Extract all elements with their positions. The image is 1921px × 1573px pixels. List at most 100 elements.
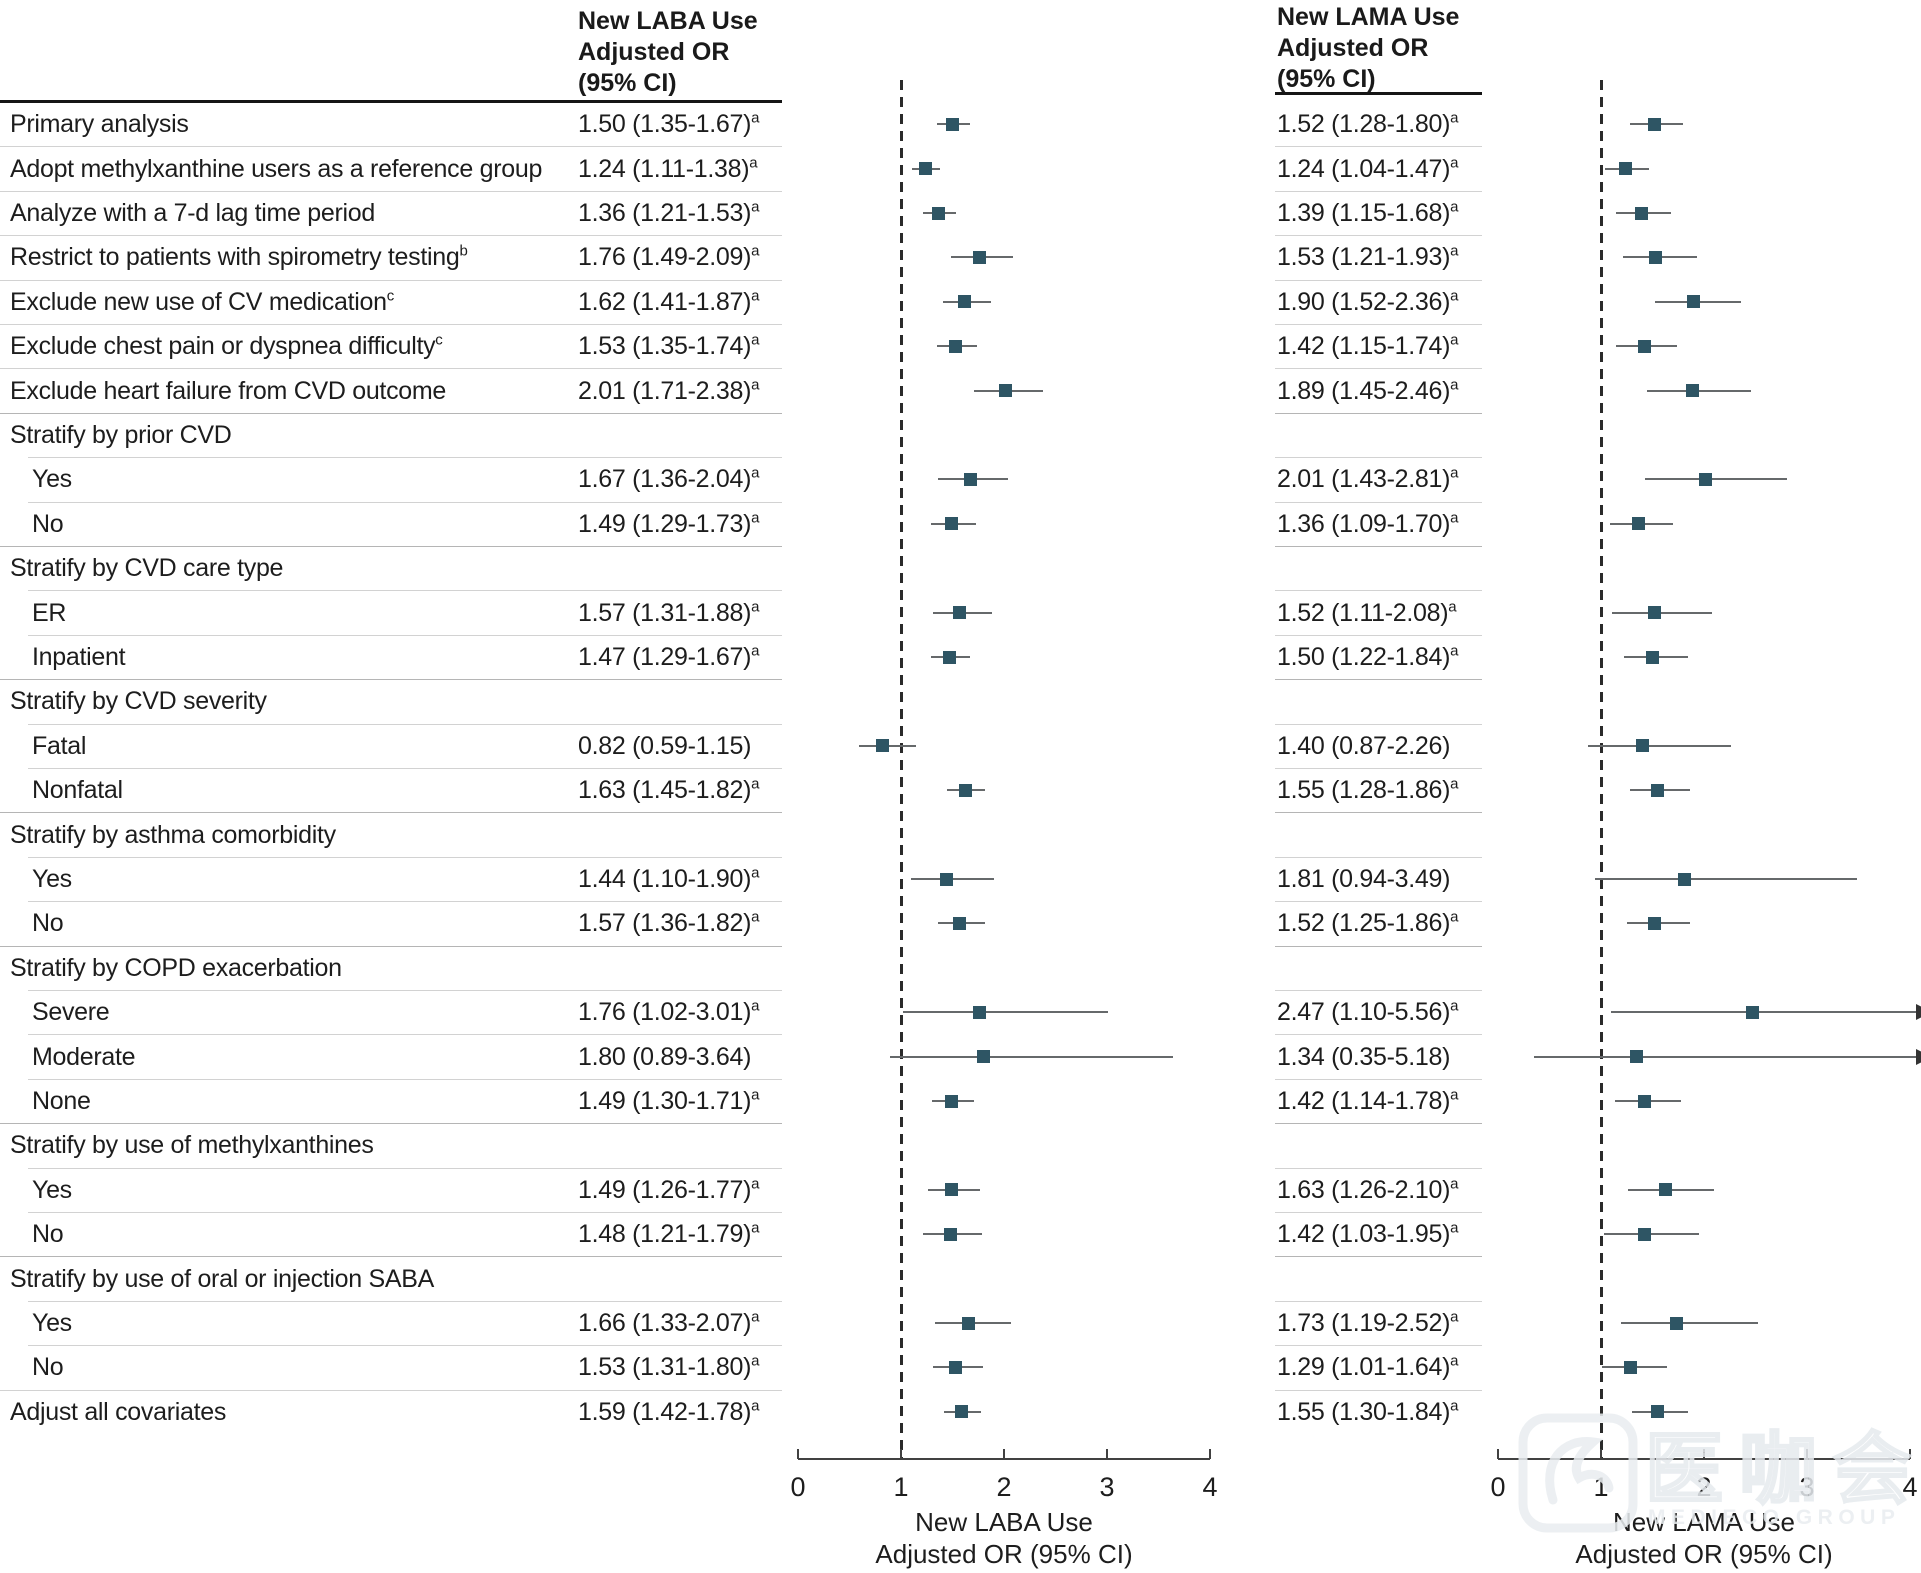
odds-ratio-marker xyxy=(1649,250,1663,264)
odds-ratio-marker xyxy=(1637,339,1651,353)
row-separator xyxy=(1275,279,1482,281)
lama-or-value: 1.36 (1.09-1.70)a xyxy=(1277,509,1459,538)
row-label: No xyxy=(32,1220,64,1249)
watermark-logo: 医咖会 MEDIECO GROUP xyxy=(1518,1413,1912,1533)
axis-tick-label: 2 xyxy=(1696,1472,1712,1502)
row-separator xyxy=(0,546,782,547)
laba-or-value: 1.63 (1.45-1.82)a xyxy=(578,775,760,805)
laba-or-value: 0.82 (0.59-1.15) xyxy=(578,731,752,760)
column-header-laba-line2: Adjusted OR xyxy=(578,38,730,66)
odds-ratio-marker xyxy=(1651,783,1665,797)
odds-ratio-marker xyxy=(1634,206,1648,220)
row-separator xyxy=(1275,1389,1482,1391)
row-separator xyxy=(1275,1078,1482,1080)
lama-or-value: 1.52 (1.25-1.86)a xyxy=(1277,909,1459,938)
laba-or-value: 1.44 (1.10-1.90)a xyxy=(578,864,760,893)
row-separator xyxy=(28,501,782,503)
row-separator xyxy=(1275,901,1482,903)
row-separator xyxy=(1275,1167,1482,1169)
laba-or-value: 1.49 (1.26-1.77)a xyxy=(578,1175,760,1204)
row-separator xyxy=(0,1256,782,1258)
odds-ratio-marker xyxy=(955,1405,969,1419)
lama-or-value: 2.01 (1.43-2.81)a xyxy=(1277,465,1459,494)
axis-tick xyxy=(1703,1449,1705,1459)
row-label: Severe xyxy=(32,998,110,1027)
confidence-interval-line xyxy=(1604,1233,1699,1236)
lama-or-value: 1.52 (1.11-2.08)a xyxy=(1277,598,1457,627)
odds-ratio-marker xyxy=(919,162,933,176)
laba-or-value: 1.49 (1.29-1.73)a xyxy=(578,509,760,538)
odds-ratio-marker xyxy=(1686,384,1700,398)
lama-x-axis xyxy=(1498,1458,1910,1460)
confidence-interval-line xyxy=(889,1055,1173,1058)
row-label: Exclude heart failure from CVD outcome xyxy=(10,376,447,405)
axis-tick xyxy=(1497,1449,1499,1459)
row-separator xyxy=(1275,856,1482,858)
odds-ratio-marker xyxy=(875,739,889,753)
row-separator xyxy=(1275,1345,1482,1347)
odds-ratio-marker xyxy=(949,1360,963,1374)
row-separator xyxy=(28,1300,782,1302)
confidence-interval-line xyxy=(1612,611,1713,614)
axis-tick xyxy=(1106,1449,1108,1459)
row-separator xyxy=(28,1212,782,1213)
row-label: Yes xyxy=(32,1175,72,1204)
row-separator xyxy=(1275,1034,1482,1036)
row-label: Adjust all covariates xyxy=(10,1397,227,1426)
row-label: Inpatient xyxy=(32,643,126,671)
row-separator xyxy=(0,279,782,281)
laba-or-value: 1.53 (1.31-1.80)a xyxy=(578,1353,760,1382)
lama-or-value: 1.34 (0.35-5.18) xyxy=(1277,1042,1451,1071)
axis-tick-label: 4 xyxy=(1202,1472,1218,1502)
row-separator xyxy=(0,190,782,192)
laba-or-value: 1.50 (1.35-1.67)a xyxy=(578,109,760,139)
odds-ratio-marker xyxy=(942,650,956,664)
lama-reference-line xyxy=(1599,80,1603,1458)
column-header-lama-line3: (95% CI) xyxy=(1277,65,1376,93)
odds-ratio-marker xyxy=(1651,1405,1665,1419)
row-label: None xyxy=(32,1087,91,1115)
lama-or-value: 1.90 (1.52-2.36)a xyxy=(1277,287,1459,316)
row-separator xyxy=(1275,990,1482,991)
odds-ratio-marker xyxy=(1745,1005,1759,1019)
axis-tick-label: 1 xyxy=(893,1472,909,1502)
row-label: Yes xyxy=(32,865,72,893)
odds-ratio-marker xyxy=(963,472,977,486)
row-separator xyxy=(1275,590,1482,592)
confidence-interval-line xyxy=(1620,1322,1758,1324)
row-separator xyxy=(1275,368,1482,370)
watermark-logo-frame xyxy=(1518,1413,1638,1533)
axis-tick xyxy=(1003,1449,1005,1459)
confidence-interval-line xyxy=(1594,878,1858,880)
laba-or-value: 1.67 (1.36-2.04)a xyxy=(578,465,760,494)
row-separator xyxy=(28,901,782,903)
header-rule-lama-column xyxy=(1275,92,1482,95)
row-label: Primary analysis xyxy=(10,110,189,139)
lama-or-value: 1.63 (1.26-2.10)a xyxy=(1277,1175,1459,1204)
odds-ratio-marker xyxy=(1648,606,1662,620)
confidence-interval-line xyxy=(1645,478,1788,481)
odds-ratio-marker xyxy=(944,517,958,531)
lama-or-value: 1.29 (1.01-1.64)a xyxy=(1277,1353,1459,1382)
column-header-laba-line3: (95% CI) xyxy=(578,69,677,97)
odds-ratio-marker xyxy=(931,206,945,220)
ci-clipped-arrow-icon xyxy=(1916,1048,1921,1065)
laba-or-value: 1.76 (1.49-2.09)a xyxy=(578,243,760,272)
lama-or-value: 1.42 (1.03-1.95)a xyxy=(1277,1219,1459,1249)
odds-ratio-marker xyxy=(1648,117,1662,131)
row-label: Moderate xyxy=(32,1042,136,1071)
row-separator xyxy=(1275,1256,1482,1258)
row-separator xyxy=(1275,235,1482,237)
group-row-label: Stratify by use of oral or injection SAB… xyxy=(10,1264,435,1293)
lama-axis-title-line1: New LAMA Use xyxy=(1612,1507,1796,1537)
column-header-lama: New LAMA Use Adjusted OR (95% CI) xyxy=(1277,2,1459,95)
odds-ratio-marker xyxy=(1669,1316,1683,1330)
row-separator xyxy=(28,856,782,858)
laba-axis-title-line1: New LABA Use xyxy=(915,1507,1093,1537)
row-separator xyxy=(1275,634,1482,636)
row-separator xyxy=(1275,501,1482,503)
row-separator xyxy=(0,412,782,414)
row-separator xyxy=(28,1034,782,1036)
odds-ratio-marker xyxy=(944,1183,958,1197)
laba-reference-line xyxy=(899,80,903,1458)
